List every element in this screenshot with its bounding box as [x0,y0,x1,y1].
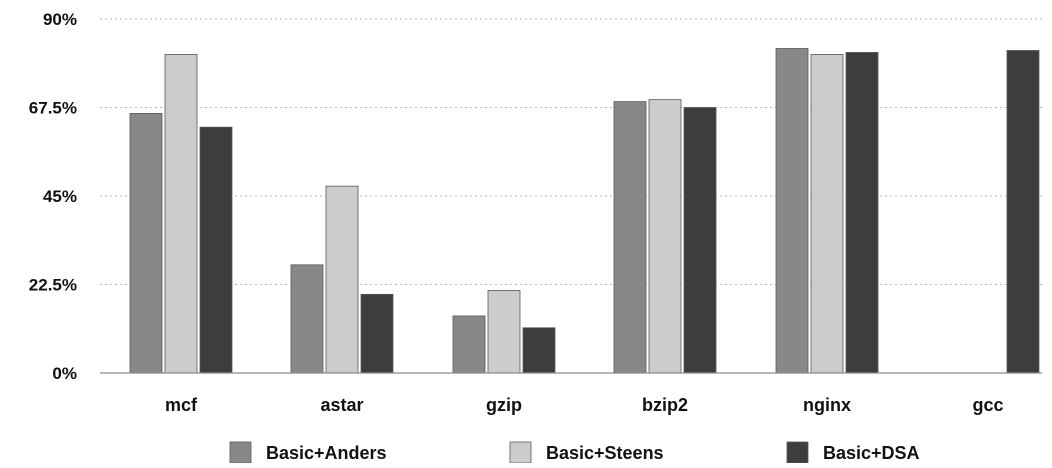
legend-label: Basic+DSA [823,443,920,463]
y-tick-label: 67.5% [29,99,77,118]
bar-nginx-basic-anders [775,48,809,374]
y-tick-label: 0% [52,364,77,383]
x-tick-label: gzip [486,395,522,415]
bars [129,48,1040,374]
bar-bzip2-basic-steens [648,99,682,374]
x-tick-label: mcf [165,395,198,415]
bar-bzip2-basic-anders [613,101,647,374]
bar-gzip-basic-steens [487,289,521,374]
bar-nginx-basic-steens [810,54,844,374]
bar-astar-basic-anders [290,264,324,374]
bar-mcf-basic-dsa [199,126,233,374]
grid-layer [100,18,1042,285]
legend-swatch [229,441,252,464]
bar-astar-basic-steens [325,185,359,374]
bar-bzip2-basic-dsa [683,107,717,374]
y-tick-label: 22.5% [29,276,77,295]
bar-gzip-basic-dsa [522,327,556,374]
bar-mcf-basic-steens [164,54,198,374]
y-axis-tick-labels: 0% 22.5% 45% 67.5% 90% [29,10,77,383]
bar-gcc-basic-dsa [1006,50,1040,374]
legend-swatch [786,441,809,464]
x-tick-label: gcc [972,395,1003,415]
x-axis-tick-labels: mcf astar gzip bzip2 nginx gcc [165,395,1004,415]
y-tick-label: 45% [43,187,77,206]
x-tick-label: astar [320,395,363,415]
legend-swatch [509,441,532,464]
bar-astar-basic-dsa [360,293,394,374]
bar-mcf-basic-anders [129,113,163,374]
legend-label: Basic+Anders [266,443,387,463]
bar-gzip-basic-anders [452,315,486,374]
legend: Basic+Anders Basic+Steens Basic+DSA [229,441,920,464]
y-tick-label: 90% [43,10,77,29]
x-tick-label: nginx [803,395,851,415]
x-tick-label: bzip2 [642,395,688,415]
bar-nginx-basic-dsa [845,52,879,374]
legend-label: Basic+Steens [546,443,664,463]
